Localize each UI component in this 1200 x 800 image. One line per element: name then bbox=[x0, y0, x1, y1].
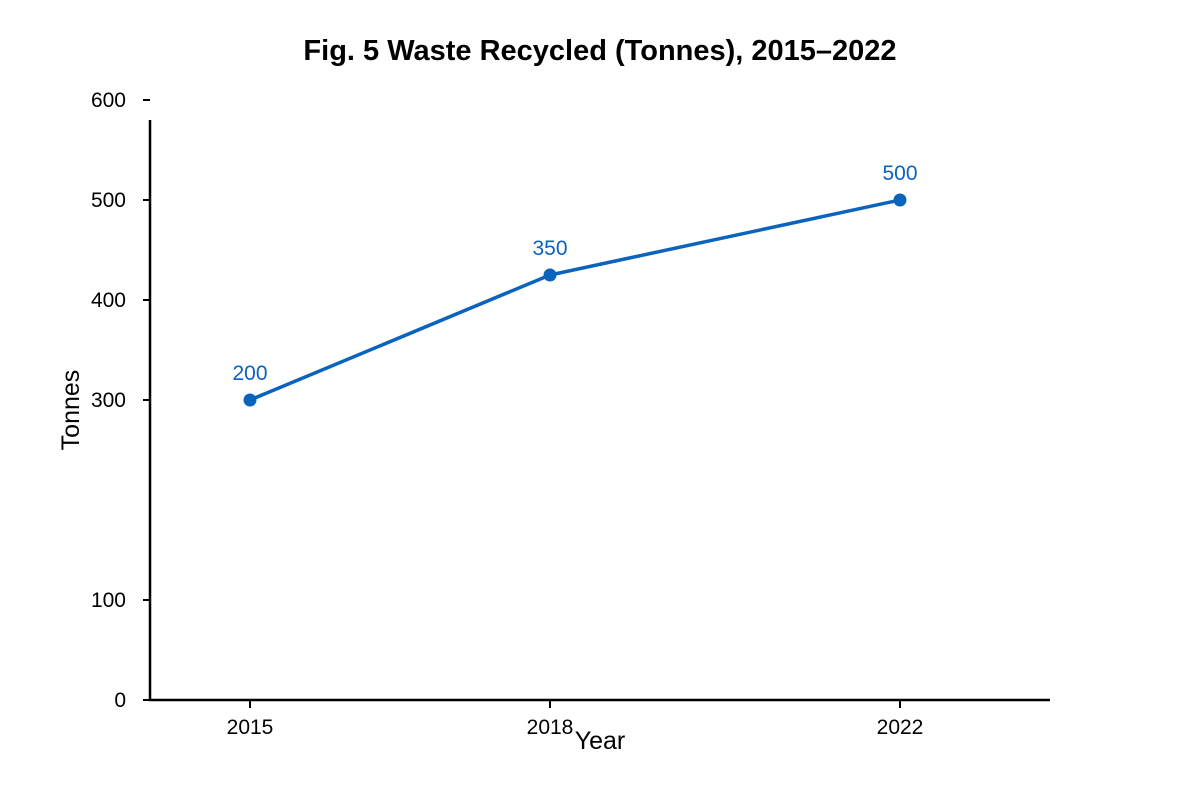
series-layer: 200 350 500 bbox=[232, 162, 918, 407]
data-label: 500 bbox=[882, 162, 917, 185]
data-point bbox=[543, 268, 557, 282]
y-tick-label: 300 bbox=[91, 389, 126, 412]
data-label: 350 bbox=[532, 237, 567, 260]
x-tick-label: 2015 bbox=[227, 716, 274, 739]
x-tick-label: 2022 bbox=[877, 716, 924, 739]
series-line bbox=[249, 198, 901, 402]
y-tick-label: 500 bbox=[91, 189, 126, 212]
chart-title: Fig. 5 Waste Recycled (Tonnes), 2015–202… bbox=[303, 35, 896, 67]
y-tick-label: 0 bbox=[114, 689, 126, 712]
data-label: 200 bbox=[232, 362, 267, 385]
y-tick-label: 400 bbox=[91, 289, 126, 312]
data-point bbox=[893, 193, 907, 207]
x-axis-title: Year bbox=[575, 727, 626, 755]
y-axis-ticks: 0 100 300 400 500 600 bbox=[91, 89, 150, 712]
y-tick-label: 100 bbox=[91, 589, 126, 612]
y-tick-label: 600 bbox=[91, 89, 126, 112]
data-point bbox=[243, 393, 257, 407]
x-axis-ticks: 2015 2018 2022 bbox=[227, 700, 924, 739]
y-axis-title: Tonnes bbox=[57, 370, 85, 451]
x-tick-label: 2018 bbox=[527, 716, 574, 739]
